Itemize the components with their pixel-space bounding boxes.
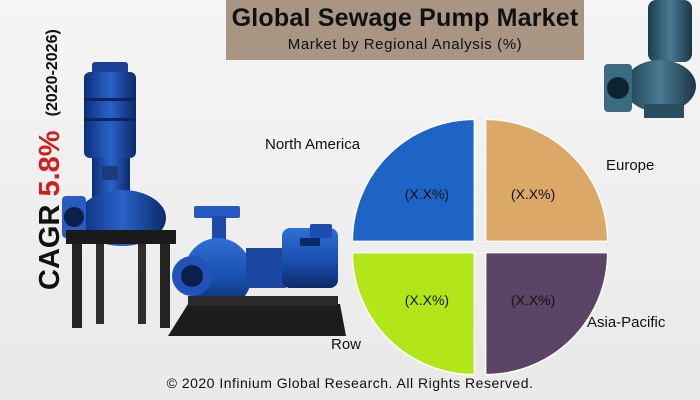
label-europe: Europe	[606, 157, 655, 174]
vertical-pump-image	[62, 62, 176, 328]
label-asia-pacific: Asia-Pacific	[587, 314, 666, 331]
submersible-pump-image	[604, 0, 696, 118]
slice-north-america	[351, 118, 476, 243]
slice-asia-pacific	[484, 251, 609, 376]
slice-europe	[484, 118, 609, 243]
label-row: Row	[331, 336, 362, 353]
horizontal-pump-image	[168, 206, 346, 336]
page-subtitle: Market by Regional Analysis (%)	[287, 36, 523, 53]
value-europe: (X.X%)	[511, 186, 555, 202]
page-title: Global Sewage Pump Market	[231, 4, 579, 32]
slice-row	[351, 251, 476, 376]
label-north-america: North America	[265, 136, 361, 153]
value-row: (X.X%)	[405, 292, 449, 308]
title-box: Global Sewage Pump Market Market by Regi…	[226, 0, 584, 60]
value-north-america: (X.X%)	[405, 186, 449, 202]
copyright-footer: © 2020 Infinium Global Research. All Rig…	[166, 375, 534, 391]
value-asia-pacific: (X.X%)	[511, 292, 555, 308]
